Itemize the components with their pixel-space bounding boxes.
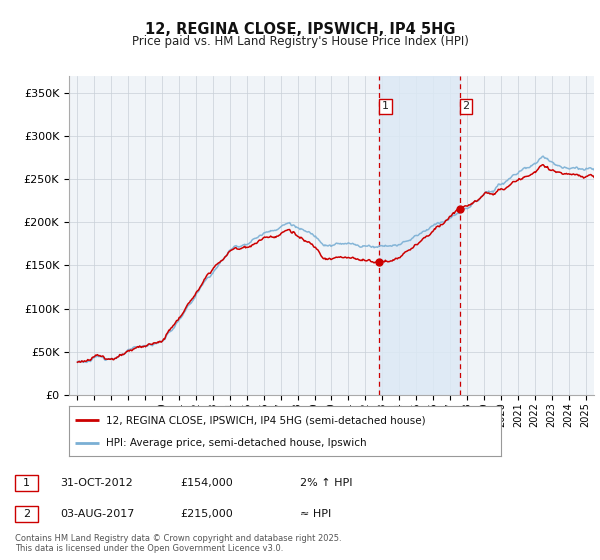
Text: Contains HM Land Registry data © Crown copyright and database right 2025.
This d: Contains HM Land Registry data © Crown c… <box>15 534 341 553</box>
Text: 2: 2 <box>463 101 470 111</box>
Text: 12, REGINA CLOSE, IPSWICH, IP4 5HG (semi-detached house): 12, REGINA CLOSE, IPSWICH, IP4 5HG (semi… <box>106 415 425 425</box>
Bar <box>379 76 460 395</box>
Text: ≈ HPI: ≈ HPI <box>300 509 331 519</box>
Text: 2: 2 <box>23 509 30 519</box>
Text: HPI: Average price, semi-detached house, Ipswich: HPI: Average price, semi-detached house,… <box>106 438 367 449</box>
Text: £154,000: £154,000 <box>180 478 233 488</box>
Text: 2% ↑ HPI: 2% ↑ HPI <box>300 478 353 488</box>
Text: 31-OCT-2012: 31-OCT-2012 <box>60 478 133 488</box>
Text: 1: 1 <box>23 478 30 488</box>
Text: 12, REGINA CLOSE, IPSWICH, IP4 5HG: 12, REGINA CLOSE, IPSWICH, IP4 5HG <box>145 22 455 38</box>
Text: 03-AUG-2017: 03-AUG-2017 <box>60 509 134 519</box>
Text: 1: 1 <box>382 101 389 111</box>
Text: £215,000: £215,000 <box>180 509 233 519</box>
Text: Price paid vs. HM Land Registry's House Price Index (HPI): Price paid vs. HM Land Registry's House … <box>131 35 469 48</box>
